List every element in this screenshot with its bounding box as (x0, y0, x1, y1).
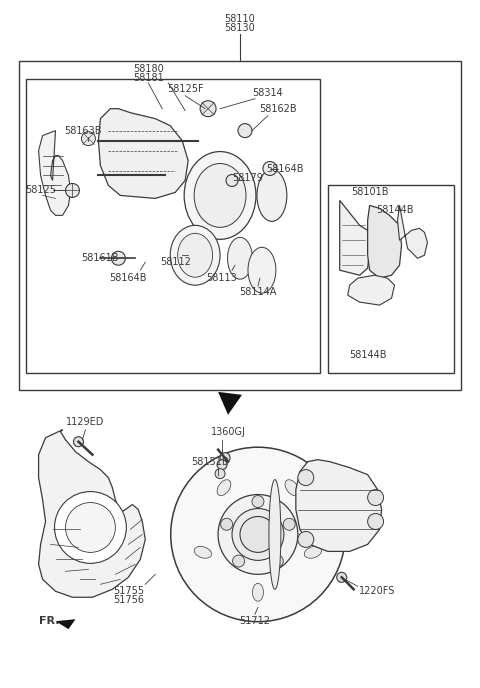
Text: 58112: 58112 (160, 257, 191, 267)
Circle shape (73, 437, 84, 447)
Circle shape (233, 555, 245, 567)
Text: 58151B: 58151B (191, 457, 229, 466)
Circle shape (368, 513, 384, 530)
Text: 58144B: 58144B (349, 350, 386, 360)
Ellipse shape (248, 247, 276, 293)
Circle shape (215, 469, 225, 479)
Text: 58164B: 58164B (266, 164, 304, 173)
Ellipse shape (184, 151, 256, 239)
Circle shape (111, 251, 125, 266)
Polygon shape (38, 430, 145, 597)
Text: 58314: 58314 (252, 88, 283, 98)
Ellipse shape (194, 546, 212, 558)
Polygon shape (368, 206, 402, 278)
Text: 51755: 51755 (113, 586, 144, 596)
Polygon shape (348, 275, 395, 305)
Circle shape (368, 490, 384, 506)
Circle shape (298, 531, 314, 548)
Text: 58164B: 58164B (109, 273, 147, 283)
Ellipse shape (178, 233, 213, 277)
Polygon shape (56, 619, 75, 629)
Text: 58114A: 58114A (239, 287, 276, 297)
Text: 58161B: 58161B (82, 253, 119, 264)
Bar (25, 78, 320, 373)
Text: 1129ED: 1129ED (66, 417, 105, 427)
Text: 58179: 58179 (232, 173, 264, 184)
Circle shape (226, 175, 238, 186)
Text: 58144B: 58144B (376, 206, 413, 215)
Text: 58113: 58113 (207, 273, 238, 283)
Text: 1360GJ: 1360GJ (211, 427, 245, 437)
Circle shape (252, 495, 264, 508)
Circle shape (220, 453, 230, 462)
Ellipse shape (65, 502, 115, 552)
Text: 58110: 58110 (225, 14, 255, 24)
Text: 58180: 58180 (133, 64, 164, 74)
Ellipse shape (218, 495, 298, 574)
Ellipse shape (55, 491, 126, 563)
Ellipse shape (170, 226, 220, 285)
Text: FR.: FR. (38, 616, 59, 626)
Polygon shape (397, 206, 428, 258)
Ellipse shape (171, 447, 345, 622)
Ellipse shape (217, 480, 231, 495)
Circle shape (65, 184, 80, 197)
Ellipse shape (252, 583, 264, 601)
Text: 58163B: 58163B (64, 126, 101, 136)
Polygon shape (340, 200, 370, 275)
Circle shape (238, 124, 252, 138)
Circle shape (283, 518, 295, 530)
Text: 58130: 58130 (225, 23, 255, 33)
Polygon shape (218, 392, 242, 415)
Bar (328, 186, 455, 373)
Text: 51712: 51712 (240, 616, 270, 626)
Ellipse shape (257, 169, 287, 222)
Circle shape (82, 131, 96, 146)
Text: 58181: 58181 (133, 73, 164, 83)
Text: 58162B: 58162B (259, 104, 297, 114)
Ellipse shape (269, 480, 281, 590)
Circle shape (240, 517, 276, 552)
Text: 58125F: 58125F (167, 84, 204, 94)
Ellipse shape (194, 164, 246, 227)
Circle shape (263, 162, 277, 175)
Ellipse shape (232, 508, 284, 560)
Circle shape (271, 555, 283, 567)
Bar (19, 61, 461, 390)
Ellipse shape (304, 546, 322, 558)
Polygon shape (98, 109, 188, 198)
Polygon shape (296, 460, 382, 551)
Polygon shape (38, 131, 71, 215)
Ellipse shape (228, 237, 252, 279)
Ellipse shape (285, 480, 299, 495)
Text: 58125: 58125 (25, 186, 56, 195)
Text: 51756: 51756 (113, 595, 144, 605)
Circle shape (336, 572, 347, 582)
Text: 58101B: 58101B (351, 187, 388, 197)
Circle shape (221, 518, 233, 530)
Circle shape (217, 460, 227, 470)
Circle shape (200, 100, 216, 117)
Text: 1220FS: 1220FS (360, 586, 396, 596)
Circle shape (298, 470, 314, 486)
